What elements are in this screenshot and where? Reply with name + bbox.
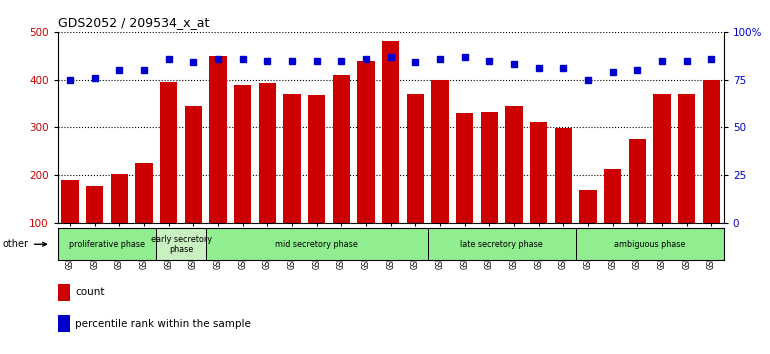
Bar — [678, 94, 695, 271]
Bar — [333, 75, 350, 271]
Bar — [136, 163, 152, 271]
Text: ambiguous phase: ambiguous phase — [614, 240, 685, 249]
Text: other: other — [3, 239, 46, 249]
Bar — [259, 83, 276, 271]
Bar — [382, 41, 400, 271]
Bar — [209, 56, 226, 271]
Bar — [58, 284, 70, 301]
Bar — [160, 82, 177, 271]
Text: GDS2052 / 209534_x_at: GDS2052 / 209534_x_at — [58, 16, 209, 29]
Bar — [505, 106, 523, 271]
Bar — [629, 139, 646, 271]
Text: count: count — [75, 287, 105, 297]
Bar — [206, 228, 428, 260]
Text: early secretory
phase: early secretory phase — [151, 235, 212, 254]
Bar — [531, 122, 547, 271]
Text: proliferative phase: proliferative phase — [69, 240, 145, 249]
Bar — [283, 94, 301, 271]
Bar — [555, 129, 572, 271]
Text: percentile rank within the sample: percentile rank within the sample — [75, 319, 251, 329]
Bar — [58, 315, 70, 332]
Bar — [407, 94, 424, 271]
Bar — [456, 113, 474, 271]
Bar — [580, 190, 597, 271]
Bar — [480, 112, 498, 271]
Bar — [86, 186, 103, 271]
Bar — [576, 228, 724, 260]
Bar — [111, 174, 128, 271]
Text: mid secretory phase: mid secretory phase — [276, 240, 358, 249]
Bar — [185, 106, 202, 271]
Bar — [357, 61, 375, 271]
Bar — [654, 94, 671, 271]
Bar — [428, 228, 576, 260]
Bar — [156, 228, 206, 260]
Bar — [604, 169, 621, 271]
Bar — [58, 228, 156, 260]
Bar — [431, 80, 449, 271]
Text: late secretory phase: late secretory phase — [460, 240, 543, 249]
Bar — [703, 80, 720, 271]
Bar — [234, 85, 251, 271]
Bar — [308, 95, 326, 271]
Bar — [62, 180, 79, 271]
